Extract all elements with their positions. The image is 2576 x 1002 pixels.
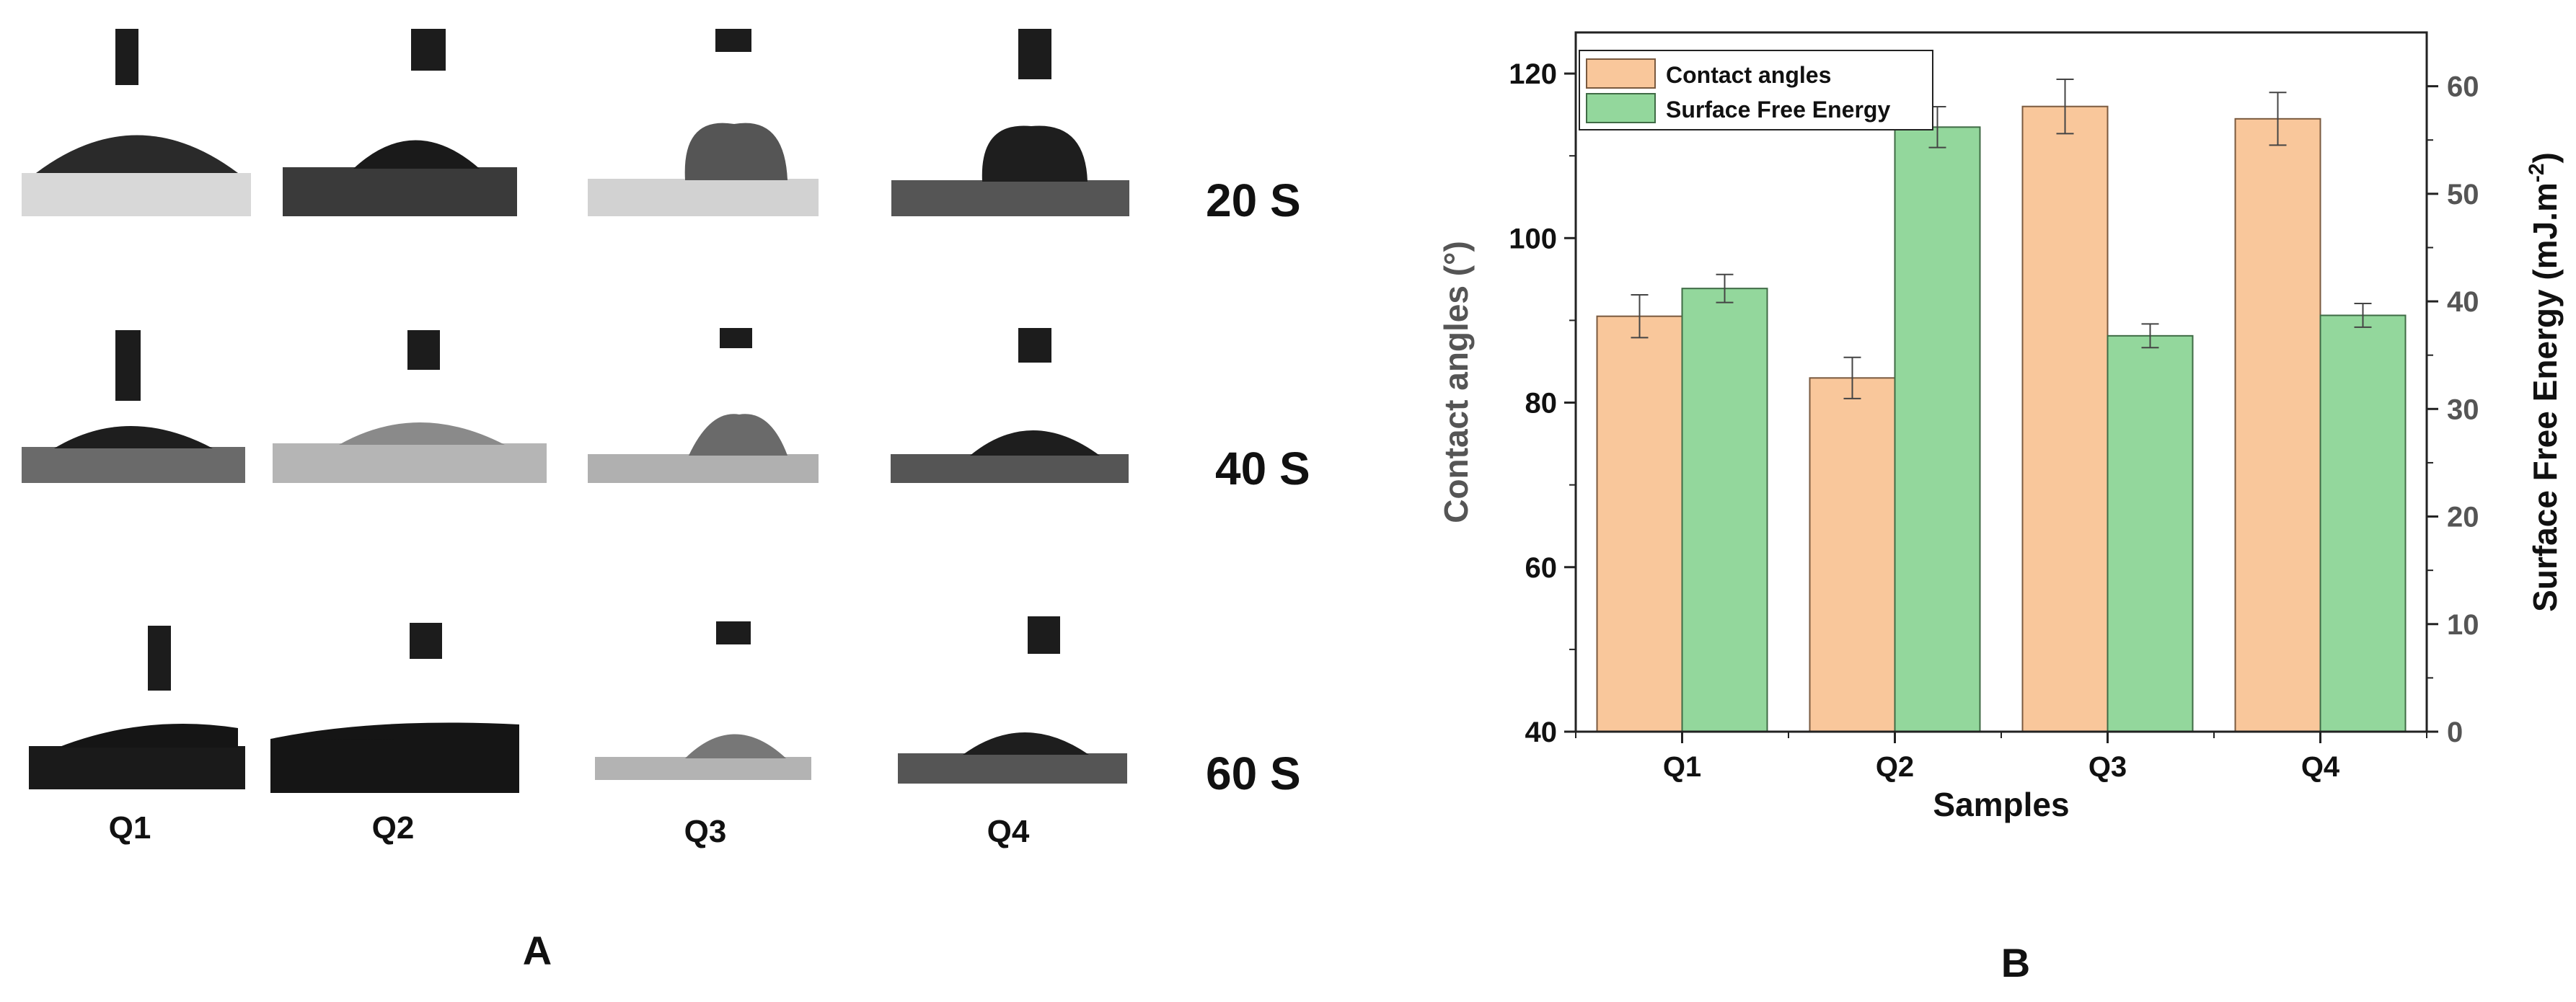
panel-b-label: B [2001, 940, 2030, 985]
right-tick-label-50: 50 [2447, 179, 2479, 210]
photo-q4-20s [891, 29, 1129, 216]
right-tick-label-20: 20 [2447, 502, 2479, 533]
y-axis-title-left: Contact angles (°) [1437, 241, 1475, 523]
chart-error-bars [1631, 79, 2372, 399]
y-axis-title-right: Surface Free Energy (mJ.m-2) [2525, 152, 2564, 612]
photo-q2-60s [270, 623, 519, 793]
bar-contact-angle-q1 [1596, 315, 1683, 732]
photo-q4-60s [898, 616, 1127, 784]
bar-surface-free-energy-q1 [1681, 288, 1768, 732]
photo-q2-20s [283, 29, 517, 216]
x-tick-label-q1: Q1 [1663, 751, 1701, 783]
sample-label-q3: Q3 [684, 814, 727, 849]
legend-swatch-surface-free-energy [1586, 93, 1656, 123]
x-axis: Q1 Q2 Q3 Q4 [1575, 732, 2427, 783]
droplet-photo-grid: 20 S 40 S 60 S Q1 Q2 Q3 Q4 A [22, 29, 1310, 973]
time-label-60s: 60 S [1206, 748, 1301, 799]
bar-contact-angle-q3 [2021, 105, 2109, 733]
left-y-axis: 40 60 80 100 120 [1509, 58, 1576, 748]
x-tick-label-q2: Q2 [1876, 751, 1914, 783]
chart-bars [1596, 105, 2407, 733]
photo-q3-20s [588, 29, 819, 216]
time-label-20s: 20 S [1206, 174, 1301, 226]
right-y-axis: 0 10 20 30 40 50 60 [2427, 71, 2479, 748]
chart-legend: Contact angles Surface Free Energy [1579, 50, 1933, 130]
legend-label-contact-angles: Contact angles [1666, 62, 1831, 88]
left-tick-label-60: 60 [1525, 552, 1558, 584]
left-tick-label-120: 120 [1509, 58, 1557, 90]
contact-angle-chart: 40 60 80 100 120 0 10 20 30 40 50 60 Q1 Q2 Q3 Q4 Cont… [1437, 31, 2564, 985]
time-label-40s: 40 S [1215, 443, 1310, 495]
photo-q1-20s [22, 29, 251, 216]
photo-q3-40s [588, 328, 819, 483]
x-tick-label-q3: Q3 [2088, 751, 2127, 783]
sample-label-q1: Q1 [109, 810, 151, 846]
photo-q3-60s [595, 621, 811, 780]
left-tick-label-100: 100 [1509, 223, 1557, 254]
photo-q2-40s [273, 330, 547, 483]
bar-contact-angle-q4 [2234, 118, 2321, 732]
bar-surface-free-energy-q4 [2319, 314, 2407, 732]
right-tick-label-0: 0 [2447, 717, 2463, 748]
photo-q1-40s [22, 330, 245, 483]
x-axis-title: Samples [1933, 786, 2069, 823]
left-tick-label-40: 40 [1525, 717, 1558, 748]
legend-label-surface-free-energy: Surface Free Energy [1666, 97, 1890, 123]
photo-q1-60s [29, 626, 245, 789]
legend-swatch-contact-angles [1586, 58, 1656, 89]
photo-q4-40s [891, 328, 1129, 483]
bar-surface-free-energy-q3 [2107, 334, 2194, 733]
bar-surface-free-energy-q2 [1894, 126, 1981, 733]
x-tick-label-q4: Q4 [2301, 751, 2340, 783]
left-tick-label-80: 80 [1525, 388, 1558, 420]
sample-label-q4: Q4 [987, 814, 1030, 849]
right-tick-label-40: 40 [2447, 286, 2479, 318]
sample-label-q2: Q2 [372, 810, 415, 846]
right-tick-label-10: 10 [2447, 609, 2479, 641]
bar-contact-angle-q2 [1809, 377, 1896, 732]
right-tick-label-30: 30 [2447, 394, 2479, 425]
panel-a-label: A [523, 928, 552, 973]
right-tick-label-60: 60 [2447, 71, 2479, 103]
